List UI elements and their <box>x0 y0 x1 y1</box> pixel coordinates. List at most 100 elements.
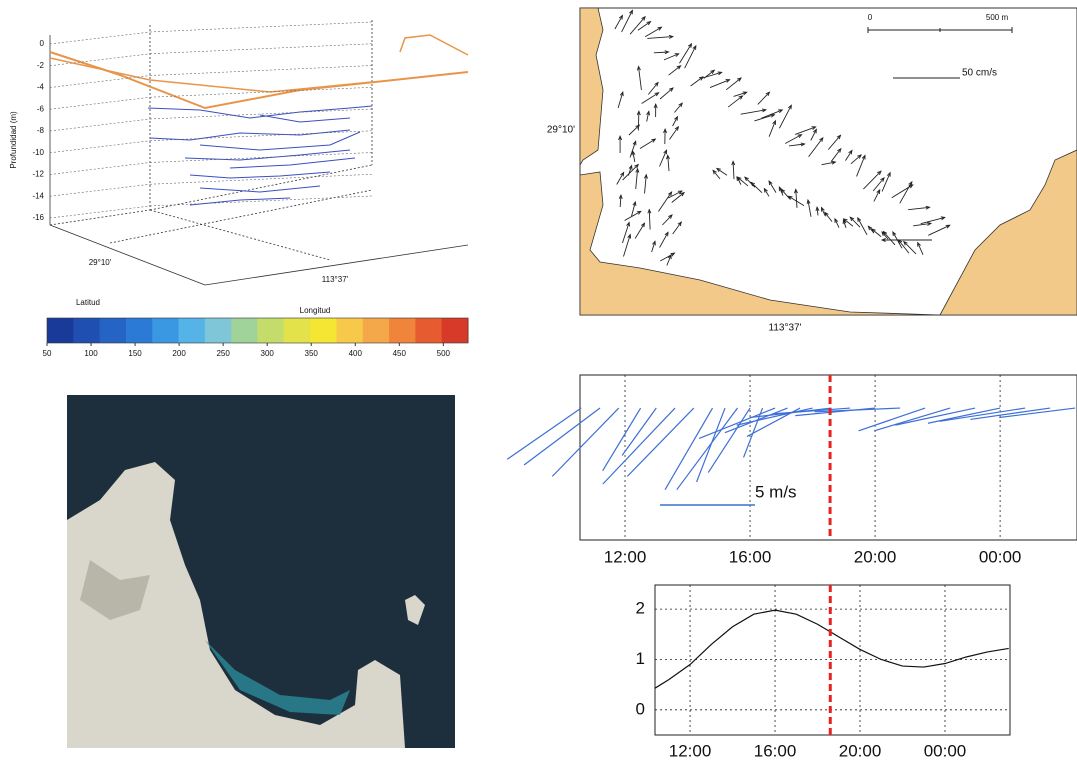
arrow-head <box>618 14 623 20</box>
current-arrow <box>842 219 847 228</box>
current-arrow <box>716 168 728 176</box>
current-arrow <box>709 79 730 88</box>
arrow-head <box>627 233 632 239</box>
y-tick-label: 1 <box>636 649 645 668</box>
lon-tick-label: 113°37' <box>769 323 802 334</box>
current-arrow <box>788 195 805 207</box>
current-arrow <box>913 222 931 227</box>
grid-line <box>149 43 373 55</box>
current-arrow <box>881 231 889 240</box>
x-tick-label: 00:00 <box>924 741 967 760</box>
arrow-head <box>663 128 668 134</box>
arrow-head <box>787 104 792 110</box>
current-arrow <box>644 26 662 38</box>
current-arrow <box>882 231 896 246</box>
arrow-head <box>632 200 637 207</box>
colorbar-tick-label: 300 <box>261 349 275 358</box>
arrow-head <box>945 224 951 229</box>
current-arrow <box>641 92 659 104</box>
wind-stick <box>695 407 726 483</box>
arrow-head <box>876 188 881 194</box>
stick-frame <box>579 374 1077 541</box>
arrow-head <box>836 134 842 140</box>
current-arrow <box>621 10 633 33</box>
arrow-head <box>620 171 625 177</box>
current-arrow <box>668 190 683 199</box>
arrow-head <box>819 136 824 142</box>
current-arrow <box>737 176 749 187</box>
current-arrow <box>646 111 650 122</box>
current-arrow <box>635 168 639 190</box>
arrow-head <box>664 231 669 237</box>
colorbar-segment <box>231 318 258 343</box>
wind-stick <box>664 407 714 490</box>
current-arrow <box>616 172 625 185</box>
grid-line <box>49 96 151 110</box>
wind-stick <box>523 407 601 466</box>
colorbar-segment <box>152 318 180 343</box>
arrow-head <box>834 217 839 223</box>
arrow-head <box>800 142 806 147</box>
current-arrow <box>671 192 685 203</box>
x-tick-label: 00:00 <box>979 547 1022 566</box>
current-arrow <box>779 105 792 129</box>
arrow-head <box>664 50 670 55</box>
current-arrow <box>763 188 770 197</box>
arrow-head <box>640 222 646 228</box>
colorbar-tick-label: 150 <box>128 349 142 358</box>
current-arrow <box>768 180 777 193</box>
arrow-head <box>635 124 641 129</box>
grid-line <box>49 31 151 45</box>
current-arrow <box>644 174 647 194</box>
tide-frame <box>654 584 1011 736</box>
current-arrow <box>647 36 673 39</box>
lat-tick-label: 29°10' <box>89 258 112 267</box>
current-arrow <box>628 124 640 136</box>
current-arrow <box>684 45 697 69</box>
current-arrow <box>843 218 854 227</box>
current-arrow <box>920 216 945 225</box>
current-arrow <box>881 172 891 192</box>
wind-stick <box>970 407 1051 421</box>
grid-line <box>149 130 373 142</box>
arrow-head <box>867 225 873 231</box>
arrow-head <box>618 135 623 141</box>
arrow-head <box>815 206 820 212</box>
arrow-head <box>680 191 685 197</box>
current-arrow <box>658 191 672 212</box>
current-arrow <box>794 126 816 135</box>
arrow-head <box>651 138 657 143</box>
arrow-head <box>631 150 636 156</box>
z-tick-label: -10 <box>32 148 44 157</box>
current-arrow <box>624 210 642 221</box>
arrow-head <box>737 77 742 82</box>
current-arrow <box>899 181 913 204</box>
current-arrow <box>668 65 681 76</box>
current-arrow <box>653 51 669 54</box>
z-axis-title: Profundidad (m) <box>9 111 18 169</box>
arrow-head <box>880 176 885 182</box>
arrow-head <box>676 65 682 70</box>
arrow-head <box>652 240 656 246</box>
wind-stick <box>621 407 657 456</box>
arrow-head <box>882 230 888 236</box>
current-arrow <box>816 207 819 216</box>
wind-stick <box>858 407 926 432</box>
colorbar-segment <box>389 318 416 343</box>
wind-stick <box>873 407 951 432</box>
arrow-head <box>698 76 704 81</box>
arrow-head <box>628 164 633 170</box>
arrow-head <box>626 221 630 227</box>
current-arrow <box>703 69 715 79</box>
wind-stick <box>698 407 776 439</box>
z-tick-label: -12 <box>32 170 44 179</box>
arrow-head <box>772 119 776 125</box>
current-arrow <box>639 138 656 149</box>
box-3d <box>49 20 469 286</box>
arrow-head <box>654 81 659 87</box>
arrow-head <box>908 180 913 186</box>
current-arrow <box>638 66 642 91</box>
arrow-head <box>824 211 829 217</box>
y-tick-label: 2 <box>636 599 645 618</box>
arrow-head <box>857 216 862 222</box>
